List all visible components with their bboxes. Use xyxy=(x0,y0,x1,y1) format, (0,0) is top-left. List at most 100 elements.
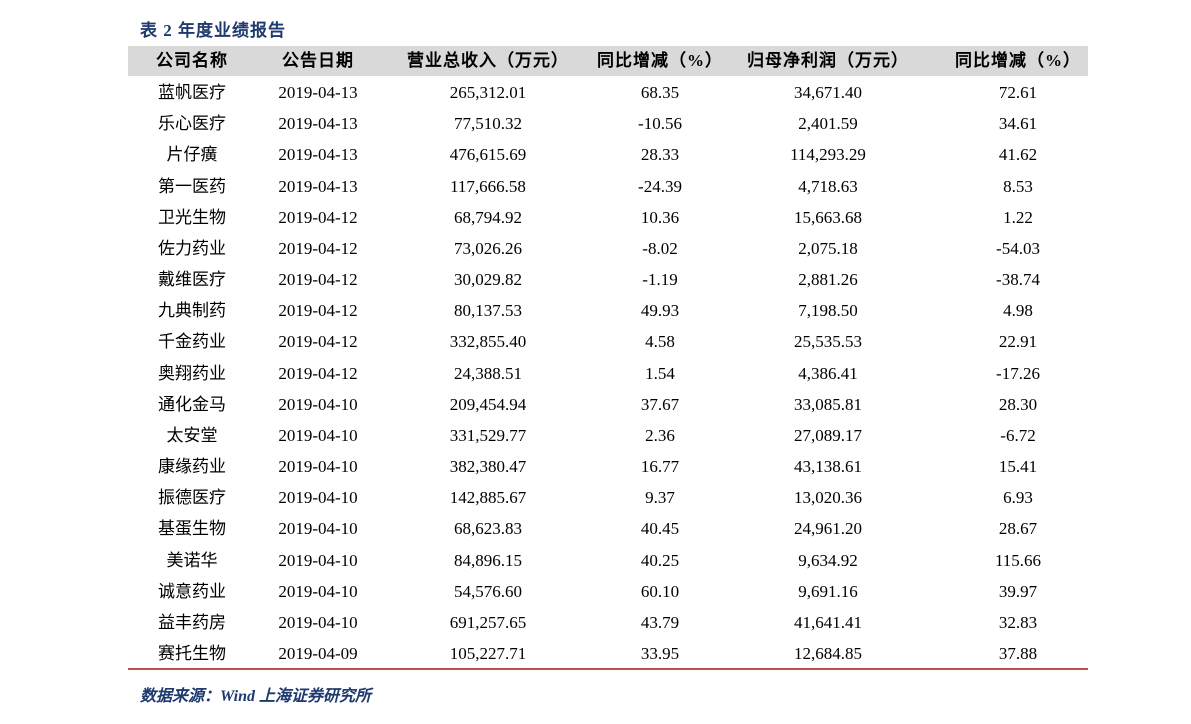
table-cell: 114,293.29 xyxy=(790,145,866,165)
table-cell: 117,666.58 xyxy=(450,176,526,196)
table-cell: 265,312.01 xyxy=(449,83,527,102)
table-cell: 80,137.53 xyxy=(454,301,522,321)
table-cell: -17.26 xyxy=(996,363,1040,383)
table-cell: 32.83 xyxy=(998,612,1038,632)
table-cell: 43,138.61 xyxy=(794,457,862,477)
table-cell: 9,691.16 xyxy=(798,581,858,601)
table-cell: 115.66 xyxy=(994,550,1042,570)
table-cell: 22.91 xyxy=(998,332,1038,352)
table-cell: 2019-04-10 xyxy=(278,394,358,414)
table-cell: 2019-04-12 xyxy=(278,207,358,227)
table-cell: 佐力药业 xyxy=(158,238,226,258)
table-cell: 68,623.83 xyxy=(454,519,522,539)
table-cell: 142,885.67 xyxy=(449,488,527,508)
source-note: 数据来源：Wind 上海证券研究所 xyxy=(140,688,371,705)
table-cell: 24,388.51 xyxy=(454,363,522,383)
header-cell: 同比增减（%） xyxy=(597,51,723,70)
table-cell: 37.88 xyxy=(998,644,1038,664)
table-cell: 40.45 xyxy=(640,519,680,539)
table-cell: 2.36 xyxy=(645,425,675,445)
table-cell: 37.67 xyxy=(640,394,680,414)
bottom-rule xyxy=(128,668,1088,670)
table-cell: 72.61 xyxy=(998,83,1038,102)
table-cell: 43.79 xyxy=(640,612,680,632)
table-cell: 乐心医疗 xyxy=(158,114,226,134)
table-cell: 2019-04-10 xyxy=(278,457,358,477)
header-cell: 归母净利润（万元） xyxy=(747,51,909,70)
table-cell: 15.41 xyxy=(998,457,1038,477)
header-cell: 同比增减（%） xyxy=(955,51,1081,70)
table-cell: 6.93 xyxy=(1003,488,1033,508)
table-cell: 奥翔药业 xyxy=(158,363,226,383)
table-cell: 16.77 xyxy=(640,457,680,477)
table-cell: 2019-04-10 xyxy=(278,425,358,445)
table-cell: 9,634.92 xyxy=(798,550,858,570)
table-cell: 382,380.47 xyxy=(449,457,527,477)
table-cell: 54,576.60 xyxy=(454,581,522,601)
table-cell: 8.53 xyxy=(1003,176,1033,196)
table-cell: 2019-04-10 xyxy=(278,612,358,632)
table-cell: 蓝帆医疗 xyxy=(158,83,226,102)
table-cell: 千金药业 xyxy=(158,332,226,352)
table-cell: 4,718.63 xyxy=(798,176,858,196)
table-cell: 77,510.32 xyxy=(454,114,522,134)
table-cell: 332,855.40 xyxy=(449,332,527,352)
header-background xyxy=(128,46,1088,76)
table-cell: 691,257.65 xyxy=(449,612,527,632)
table-cell: 2019-04-10 xyxy=(278,550,358,570)
table-cell: 诚意药业 xyxy=(158,581,226,601)
header-cell: 公司名称 xyxy=(156,51,228,70)
table-cell: 1.54 xyxy=(645,363,675,383)
table-cell: 2,401.59 xyxy=(798,114,858,134)
table-cell: 39.97 xyxy=(998,581,1038,601)
table-cell: -1.19 xyxy=(642,270,678,290)
table-cell: 太安堂 xyxy=(166,425,218,445)
table-cell: 9.37 xyxy=(645,488,675,508)
table-cell: -24.39 xyxy=(638,176,682,196)
table-cell: 2019-04-10 xyxy=(278,581,358,601)
table-cell: 美诺华 xyxy=(166,550,218,570)
table-cell: 卫光生物 xyxy=(158,207,226,227)
table-cell: 28.67 xyxy=(998,519,1038,539)
table-cell: 戴维医疗 xyxy=(158,270,226,290)
table-cell: 2019-04-13 xyxy=(278,176,358,196)
table-cell: 第一医药 xyxy=(158,176,226,196)
table-cell: 41,641.41 xyxy=(794,612,862,632)
table-cell: 2019-04-12 xyxy=(278,363,358,383)
table-cell: 九典制药 xyxy=(158,301,226,321)
table-cell: 4.58 xyxy=(645,332,675,352)
table-cell: 105,227.71 xyxy=(449,644,527,664)
table-cell: 4.98 xyxy=(1003,301,1033,321)
table-cell: 1.22 xyxy=(1003,207,1033,227)
table-cell: 15,663.68 xyxy=(794,207,862,227)
table-cell: 2019-04-13 xyxy=(278,145,358,165)
table-cell: 振德医疗 xyxy=(158,488,226,508)
table-cell: 84,896.15 xyxy=(454,550,522,570)
table-cell: -54.03 xyxy=(996,238,1040,258)
table-cell: 24,961.20 xyxy=(794,519,862,539)
table-cell: 27,089.17 xyxy=(794,425,862,445)
table-cell: 10.36 xyxy=(640,207,680,227)
table-cell: 25,535.53 xyxy=(794,332,862,352)
table-cell: 2019-04-12 xyxy=(278,270,358,290)
table-cell: 73,026.26 xyxy=(454,238,522,258)
table-cell: 2019-04-12 xyxy=(278,238,358,258)
table-cell: 通化金马 xyxy=(158,394,226,414)
table-cell: 30,029.82 xyxy=(454,270,522,290)
table-cell: 7,198.50 xyxy=(798,301,858,321)
table-cell: 33,085.81 xyxy=(794,394,862,414)
table-cell: 基蛋生物 xyxy=(158,519,226,539)
table-cell: 2019-04-10 xyxy=(278,519,358,539)
table-cell: 49.93 xyxy=(640,301,680,321)
table-cell: 60.10 xyxy=(640,581,680,601)
table-cell: 40.25 xyxy=(640,550,680,570)
table-cell: 2019-04-12 xyxy=(278,332,358,352)
table-cell: 68.35 xyxy=(640,83,680,102)
table-cell: 12,684.85 xyxy=(794,644,862,664)
table-cell: 2019-04-10 xyxy=(278,488,358,508)
table-cell: 2019-04-09 xyxy=(278,644,358,664)
table-cell: 28.30 xyxy=(998,394,1038,414)
table-cell: 2,075.18 xyxy=(798,238,858,258)
table-cell: 2019-04-13 xyxy=(278,114,358,134)
